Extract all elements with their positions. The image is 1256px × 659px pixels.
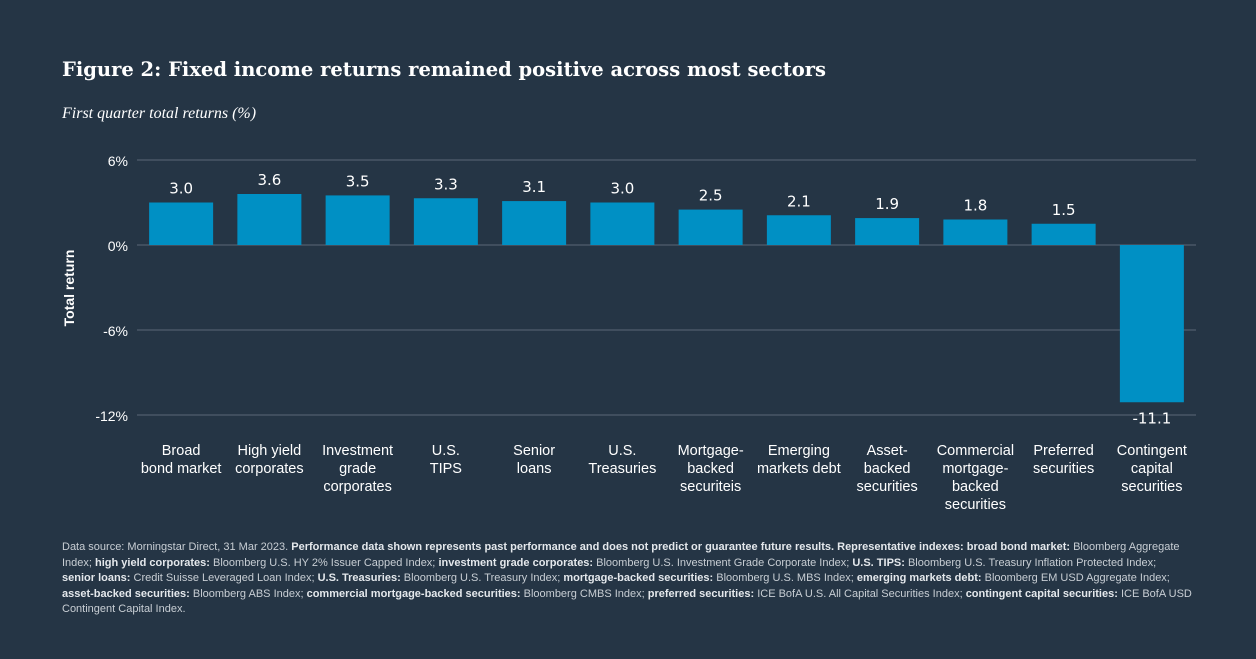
bar-value-label: 1.8 — [963, 197, 987, 215]
footnote-text: Bloomberg U.S. Treasury Inflation Protec… — [904, 556, 1157, 569]
footnote-bold-text: contingent capital securities: — [965, 587, 1118, 600]
x-category-label: U.S. TIPS — [430, 443, 462, 477]
bar — [413, 198, 478, 245]
bar-chart: 6% 0% -6% -12% Total return 3.0 Broad bond mark… — [61, 153, 1196, 513]
bar-value-label: 3.0 — [610, 180, 634, 198]
chart-subtitle: First quarter total returns (%) — [62, 105, 257, 122]
footnote-bold-text: Performance data shown represents past p… — [291, 541, 1071, 553]
footnote-text: Bloomberg U.S. Treasury Index; — [400, 572, 564, 584]
bar — [149, 202, 214, 245]
footnote-text: Bloomberg EM USD Aggregate Index; — [981, 572, 1170, 584]
bar — [678, 209, 743, 245]
bar-value-label: 3.0 — [169, 180, 193, 198]
x-category-label: Asset-backed securities — [857, 443, 918, 495]
x-category-label: Emerging markets debt — [757, 443, 841, 477]
bar-value-label: 3.6 — [257, 171, 281, 189]
x-category-label: Preferred securities — [1033, 443, 1094, 477]
x-category-label: Senior loans — [513, 443, 555, 477]
footnote-text: Bloomberg U.S. HY 2% Issuer Capped Index… — [209, 556, 439, 569]
bar-value-label: 2.1 — [787, 192, 811, 210]
bar — [325, 195, 390, 245]
footnote-bold-text: U.S. TIPS: — [852, 556, 905, 569]
bar — [1119, 245, 1184, 403]
bar — [766, 215, 831, 245]
bar-value-label: 1.9 — [875, 195, 899, 213]
footnote-text: ICE BofA U.S. All Capital Securities Ind… — [754, 587, 966, 600]
bar — [1031, 223, 1096, 245]
bar-value-label: -11.1 — [1132, 409, 1171, 427]
x-category-label: High yield corporates — [235, 443, 304, 477]
bar — [590, 202, 655, 245]
footnote-data-source: Data source: Morningstar Direct, 31 Mar … — [62, 540, 1192, 618]
x-category-label: Investment grade corporates — [322, 443, 393, 495]
bar-value-label: 3.1 — [522, 178, 546, 196]
y-tick-label: 6% — [108, 153, 128, 169]
footnote-bold-text: high yield corporates: — [95, 556, 210, 569]
y-tick-label: -6% — [103, 323, 128, 339]
footnote-text: Bloomberg U.S. Investment Grade Corporat… — [593, 556, 853, 569]
bar-value-label: 3.5 — [346, 172, 370, 190]
y-tick-label: 0% — [108, 238, 128, 254]
bar — [237, 194, 302, 245]
footnote-text: Bloomberg U.S. MBS Index; — [713, 572, 857, 584]
footnote-bold-text: asset-backed securities: — [62, 587, 190, 600]
footnote-bold-text: emerging markets debt: — [856, 572, 982, 584]
footnote-text: Bloomberg Aggregate Index; — [62, 541, 1180, 569]
x-category-label: Broad bond market — [141, 443, 222, 477]
y-axis-label: Total return — [61, 250, 77, 327]
x-category-label: U.S. Treasuries — [588, 443, 656, 477]
bar-value-label: 2.5 — [699, 187, 723, 205]
footnote-text: Bloomberg CMBS Index; — [520, 587, 648, 600]
footnote-bold-text: U.S. Treasuries: — [317, 572, 401, 584]
x-category-label: Contingent capital securities — [1117, 443, 1187, 495]
footnote-text: ICE BofA USD Contingent Capital Index. — [62, 587, 1192, 616]
footnote-bold-text: senior loans: — [62, 572, 131, 584]
footnote-bold-text: preferred securities: — [647, 587, 755, 600]
bar — [943, 219, 1008, 245]
footnote-text: Bloomberg ABS Index; — [189, 587, 307, 600]
bar-value-label: 1.5 — [1052, 201, 1076, 219]
footnote-text: Credit Suisse Leveraged Loan Index; — [130, 572, 318, 584]
bar-value-label: 3.3 — [434, 175, 458, 193]
bar — [502, 201, 567, 245]
x-category-label: Mortgage-backed securiteis — [678, 443, 744, 495]
footnote-text: Data source: Morningstar Direct, 31 Mar … — [62, 541, 292, 553]
footnote-bold-text: commercial mortgage-backed securities: — [306, 587, 521, 600]
footnote-bold-text: mortgage-backed securities: — [563, 572, 714, 584]
footnote-bold-text: investment grade corporates: — [438, 556, 594, 569]
bar — [855, 218, 920, 245]
y-tick-label: -12% — [95, 408, 128, 424]
x-category-label: Commercial mortgage-backed securities — [937, 443, 1014, 513]
chart-title: Figure 2: Fixed income returns remained … — [62, 58, 826, 81]
